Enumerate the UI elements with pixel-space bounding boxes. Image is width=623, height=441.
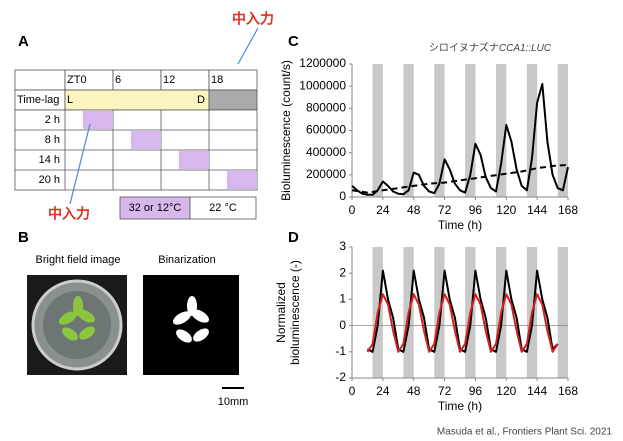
dark-band: [372, 64, 383, 197]
x-tick-label: 168: [558, 203, 578, 217]
x-tick-label: 24: [376, 384, 390, 398]
x-tick-label: 144: [527, 203, 547, 217]
panel-label: D: [288, 229, 299, 246]
title-italic: CCA1::LUC: [499, 43, 552, 54]
y-tick-label: 1200000: [299, 56, 346, 70]
x-tick-label: 72: [438, 203, 452, 217]
treatment: [83, 111, 113, 129]
arrow: [69, 123, 91, 205]
legend-text: 22 °C: [209, 202, 237, 214]
dark-band: [496, 64, 507, 197]
plant: [58, 296, 96, 341]
x-tick-label: 120: [496, 384, 516, 398]
x-tick-label: 48: [407, 384, 421, 398]
y-tick-label: 400000: [306, 145, 346, 159]
row-label: 14 h: [39, 154, 60, 166]
x-tick-label: 24: [376, 203, 390, 217]
title-text: シロイヌナズナ: [429, 41, 499, 54]
y-tick-label: 1: [339, 292, 346, 306]
image-title: Binarization: [158, 254, 215, 266]
dark-label: D: [197, 94, 205, 106]
panel-label: B: [18, 229, 29, 246]
y-tick-label: 1000000: [299, 78, 346, 92]
light-period: [64, 89, 210, 111]
header: 18: [211, 74, 223, 86]
y-tick-label: 0: [339, 189, 346, 203]
arrow: [237, 27, 259, 65]
light-label: L: [67, 94, 73, 106]
row-label: 2 h: [45, 114, 60, 126]
cell: [14, 69, 66, 91]
series-line: [351, 163, 569, 194]
x-tick-label: 0: [349, 203, 356, 217]
dark-band: [557, 64, 568, 197]
panel-label: C: [288, 33, 299, 50]
treatment: [227, 171, 257, 189]
y-axis-label: Bioluminescence (count/s): [279, 60, 293, 201]
dark-period: [208, 89, 258, 111]
treatment: [131, 131, 161, 149]
header: 6: [115, 74, 121, 86]
y-tick-label: -1: [335, 344, 346, 358]
y-tick-label: 2: [339, 265, 346, 279]
plant-mask: [172, 296, 210, 343]
x-axis-label: Time (h): [438, 399, 482, 413]
dark-band: [434, 64, 445, 197]
image-title: Bright field image: [36, 254, 121, 266]
header: ZT0: [67, 74, 87, 86]
series-line: [366, 293, 559, 353]
x-tick-label: 72: [438, 384, 452, 398]
x-axis-label: Time (h): [438, 218, 482, 232]
x-tick-label: 96: [469, 384, 483, 398]
x-tick-label: 168: [558, 384, 578, 398]
dark-band: [526, 64, 538, 197]
dark-band: [465, 64, 476, 197]
legend-box: [189, 196, 257, 220]
binary-image: [143, 275, 239, 375]
y-tick-label: 800000: [306, 101, 346, 115]
x-tick-label: 48: [407, 203, 421, 217]
y-axis-label: bioluminescence (-): [288, 260, 302, 365]
header: 12: [163, 74, 175, 86]
row-label: 20 h: [39, 174, 60, 186]
credit: Masuda et al., Frontiers Plant Sci. 2021: [437, 427, 613, 438]
y-tick-label: 600000: [306, 123, 346, 137]
series-line: [351, 83, 569, 196]
x-tick-label: 96: [469, 203, 483, 217]
annotation: 中入力: [232, 11, 274, 27]
y-tick-label: 3: [339, 239, 346, 253]
dark-band: [557, 247, 568, 378]
treatment: [179, 151, 209, 169]
y-tick-label: 0: [339, 318, 346, 332]
y-axis-label: Normalized: [274, 282, 288, 343]
y-tick-label: -2: [335, 370, 346, 384]
legend-text: 32 or 12°C: [129, 202, 182, 214]
schedule-table: ZT0 6 12 18 Time-lag L D 2 h 8 h 14 h 20…: [14, 69, 258, 191]
x-tick-label: 120: [496, 203, 516, 217]
x-tick-label: 144: [527, 384, 547, 398]
chart-title: シロイヌナズナCCA1::LUC: [429, 41, 552, 54]
panel-label: A: [18, 33, 29, 50]
x-tick-label: 0: [349, 384, 356, 398]
dark-band: [403, 64, 414, 197]
scale-label: 10mm: [218, 396, 249, 408]
dish-inner: [43, 291, 111, 359]
row-label: Time-lag: [17, 94, 59, 106]
annotation: 中入力: [48, 206, 90, 222]
row-label: 8 h: [45, 134, 60, 146]
y-tick-label: 200000: [306, 167, 346, 181]
